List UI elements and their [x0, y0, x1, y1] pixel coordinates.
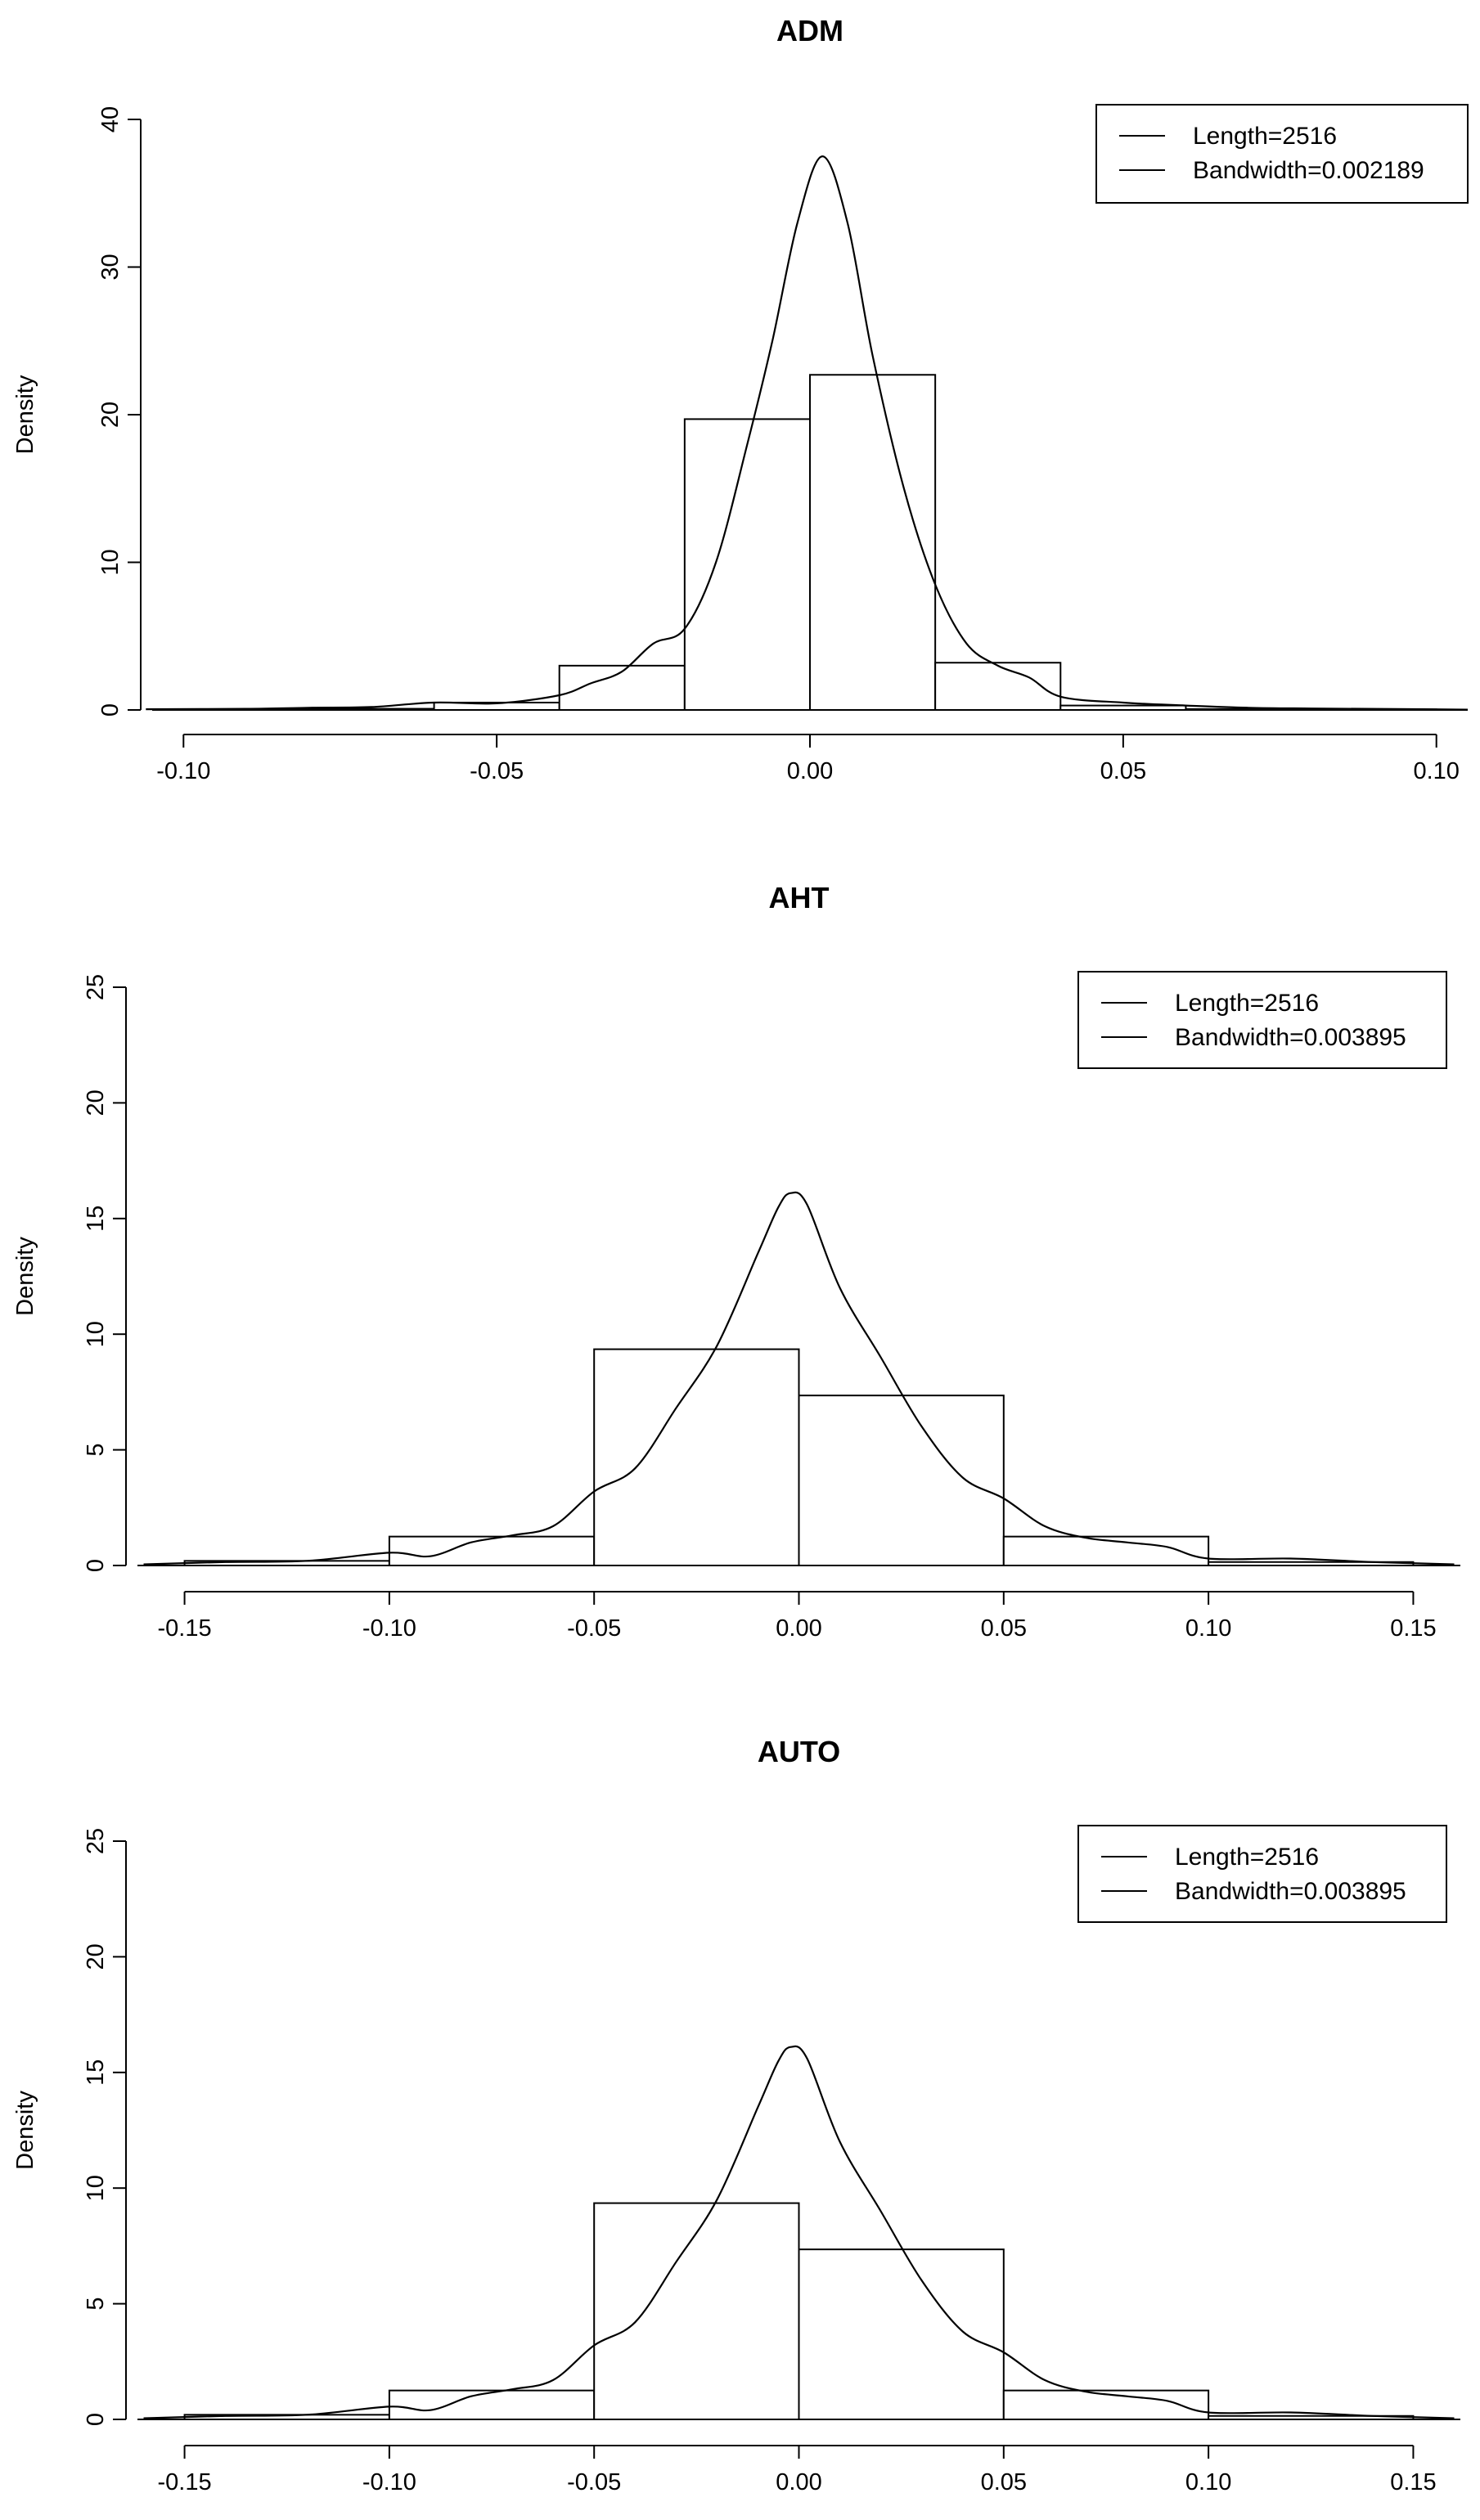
x-tick-label: 0.15: [1390, 2469, 1436, 2495]
histogram-bar: [388, 2389, 596, 2420]
legend-entry: Bandwidth=0.003895: [1175, 1878, 1406, 1905]
legend-box: [1077, 1825, 1447, 1923]
chart-title: AUTO: [758, 1735, 840, 1768]
histogram-bar: [809, 374, 937, 711]
x-tick-label: -0.10: [156, 758, 210, 784]
legend: Length=2516 Bandwidth=0.002189: [1095, 104, 1469, 204]
y-tick-label: 0: [83, 2413, 109, 2426]
legend: Length=2516 Bandwidth=0.003895: [1077, 971, 1447, 1069]
histogram-bar: [798, 2248, 1005, 2421]
chart-title: AHT: [769, 881, 830, 914]
x-tick-label: 0.10: [1185, 1615, 1231, 1642]
y-tick-label: 20: [97, 402, 124, 428]
x-tick-label: -0.05: [470, 758, 524, 784]
density-curve: [143, 2045, 1455, 2419]
y-tick-label: 30: [97, 254, 124, 280]
x-tick-label: 0.00: [776, 1615, 821, 1642]
legend-entry: Length=2516: [1175, 1844, 1319, 1871]
chart-panel-adm: ADM 0 10 20 30 40 Density -0.10 -0.05 0.00 0.05 0.1…: [12, 14, 1469, 784]
x-tick-label: -0.15: [158, 1615, 212, 1642]
legend: Length=2516 Bandwidth=0.003895: [1077, 1825, 1447, 1923]
x-tick-label: 0.00: [787, 758, 833, 784]
y-tick-label: 10: [83, 1321, 109, 1347]
y-tick-label: 0: [83, 1559, 109, 1572]
x-tick-label: -0.15: [158, 2469, 212, 2495]
legend-box: [1095, 104, 1469, 204]
histogram-bar: [388, 1535, 596, 1567]
histogram-bar: [1002, 2389, 1210, 2420]
y-tick-label: 15: [83, 1206, 109, 1232]
histogram-bar: [798, 1395, 1005, 1566]
y-tick-label: 10: [83, 2175, 109, 2201]
y-tick-label: 25: [83, 1828, 109, 1854]
x-tick-label: 0.05: [1100, 758, 1146, 784]
y-tick-label: 0: [97, 703, 124, 716]
legend-entry: Length=2516: [1193, 123, 1337, 150]
y-axis-label: Density: [12, 1237, 38, 1316]
x-tick-label: -0.05: [567, 2469, 621, 2495]
chart-panel-auto: AUTO 0 5 10 15 20 25 Density -0.15 -0.10 -0.05 0.00…: [12, 1735, 1460, 2495]
legend-entry: Length=2516: [1175, 990, 1319, 1017]
y-axis-label: Density: [12, 375, 38, 454]
y-tick-label: 40: [97, 106, 124, 133]
histogram-bar: [593, 1348, 800, 1567]
y-tick-label: 15: [83, 2060, 109, 2086]
x-tick-label: 0.00: [776, 2469, 821, 2495]
x-tick-label: -0.10: [362, 2469, 416, 2495]
x-tick-label: -0.05: [567, 1615, 621, 1642]
legend-entry: Bandwidth=0.003895: [1175, 1024, 1406, 1051]
density-curve: [146, 155, 1469, 711]
y-tick-label: 10: [97, 549, 124, 575]
histogram-bar: [683, 418, 811, 711]
legend-box: [1077, 971, 1447, 1069]
y-tick-label: 20: [83, 1089, 109, 1116]
x-tick-label: 0.05: [981, 1615, 1027, 1642]
y-tick-label: 5: [83, 1444, 109, 1457]
x-tick-label: -0.10: [362, 1615, 416, 1642]
histogram-bar: [593, 2202, 800, 2421]
x-tick-label: 0.10: [1185, 2469, 1231, 2495]
y-tick-label: 25: [83, 974, 109, 1000]
x-tick-label: 0.05: [981, 2469, 1027, 2495]
y-tick-label: 20: [83, 1943, 109, 1970]
y-tick-label: 5: [83, 2298, 109, 2311]
x-tick-label: 0.15: [1390, 1615, 1436, 1642]
y-axis-label: Density: [12, 2091, 38, 2170]
legend-entry: Bandwidth=0.002189: [1193, 157, 1424, 184]
chart-panel-aht: AHT 0 5 10 15 20 25 Density -0.15 -0.10 -0.05 0.00 0…: [12, 881, 1460, 1642]
histogram-bar: [934, 662, 1062, 711]
chart-title: ADM: [776, 14, 843, 47]
x-tick-label: 0.10: [1413, 758, 1459, 784]
density-curve: [143, 1191, 1455, 1565]
